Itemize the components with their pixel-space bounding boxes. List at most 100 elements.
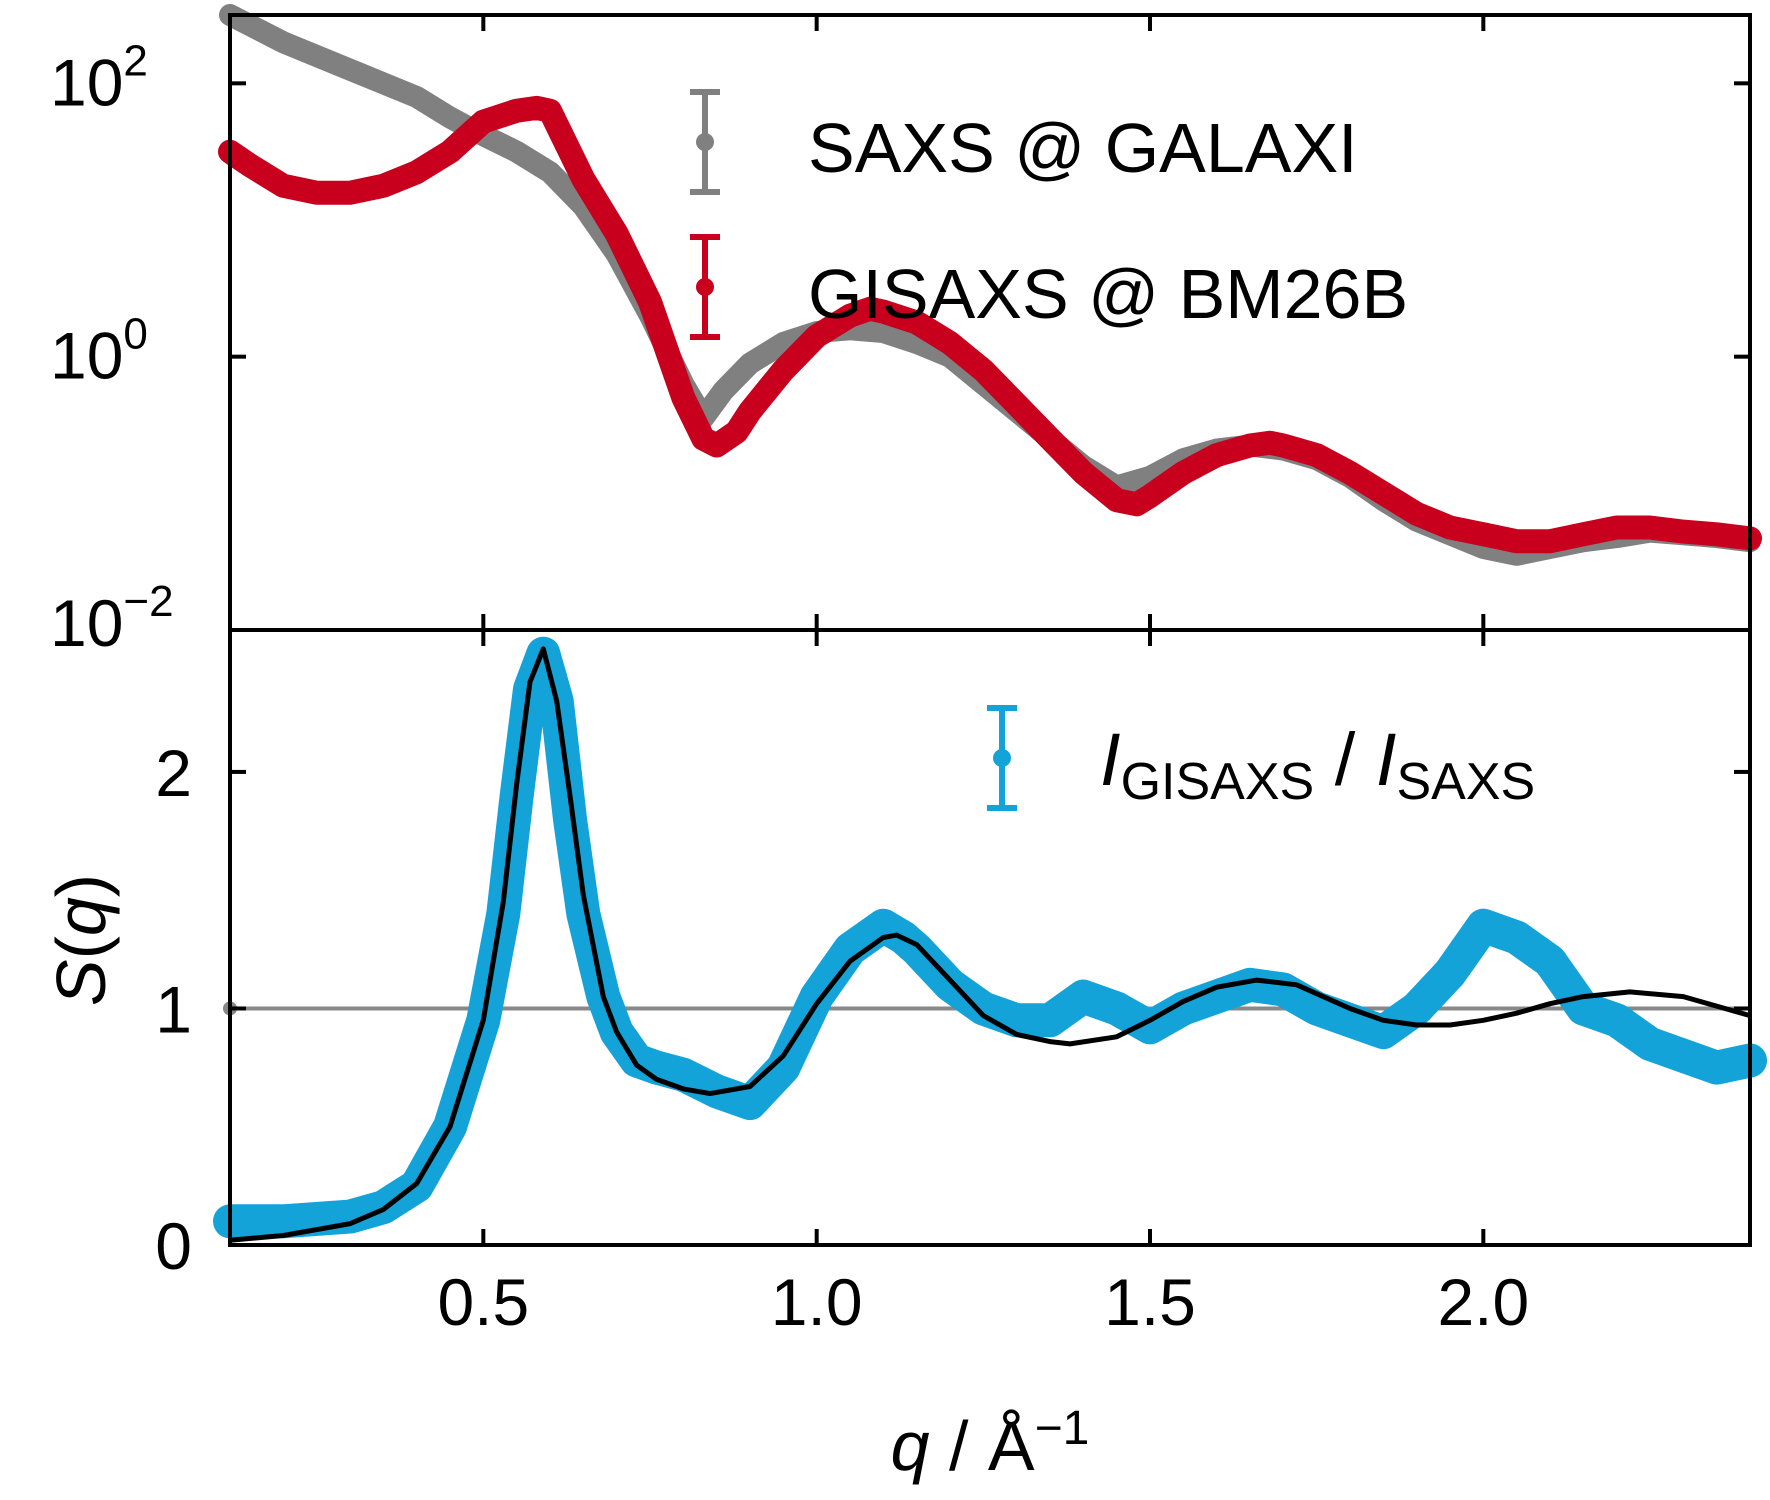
- x-tick-label: 2.0: [1437, 1265, 1529, 1339]
- ratio-series-point: [267, 1205, 299, 1237]
- gisaxs-series-point: [905, 311, 928, 334]
- gisaxs-series-point: [872, 300, 895, 323]
- x-tick-label: 0.5: [437, 1265, 529, 1339]
- gisaxs-series-point: [1439, 516, 1461, 539]
- gisaxs-series-point: [772, 359, 795, 382]
- gisaxs-series-point: [1139, 485, 1161, 508]
- ratio-series-point: [1267, 974, 1299, 1005]
- gisaxs-series-point: [1005, 393, 1028, 416]
- ratio-series-point: [1667, 1040, 1699, 1072]
- gisaxs-series-point: [472, 110, 495, 133]
- ratio-series-point: [1501, 922, 1533, 953]
- gisaxs-series-point: [1205, 444, 1228, 467]
- bottom-plot-frame: [228, 628, 1752, 1247]
- bottom-x-tick-labels: 0.5 1.0 1.5 2.0: [437, 1265, 1529, 1339]
- gisaxs-series-point: [1039, 427, 1061, 450]
- ratio-series-point: [1534, 945, 1566, 977]
- legend-ratio-main2: I: [1376, 718, 1397, 801]
- saxs-series-point: [406, 87, 427, 107]
- ratio-series-point: [734, 1087, 766, 1119]
- gisaxs-series-point: [972, 359, 995, 382]
- bottom-y-tick-labels: 0 1 2: [155, 736, 192, 1283]
- legend-label-saxs: SAXS @ GALAXI: [808, 109, 1358, 187]
- ratio-series-point: [1134, 1011, 1166, 1043]
- top-y-tick-labels: 102 100 10−2: [50, 36, 174, 660]
- gisaxs-series-point: [1239, 434, 1261, 457]
- saxs-series-point: [873, 322, 894, 343]
- gisaxs-series-point: [1672, 520, 1695, 543]
- saxs-series-point: [273, 32, 294, 53]
- legend-label-ratio: IGISAXS / ISAXS: [1100, 718, 1535, 811]
- gisaxs-series-point: [605, 222, 628, 245]
- gisaxs-series-point: [1372, 482, 1395, 505]
- y-tick-label: 102: [50, 36, 148, 119]
- gisaxs-series-point: [272, 174, 295, 197]
- ratio-series-point: [554, 803, 586, 835]
- y-tick-label: 100: [50, 310, 148, 393]
- gisaxs-series-point: [1105, 489, 1128, 512]
- gisaxs-series-point: [572, 168, 595, 190]
- gisaxs-series-point: [339, 181, 361, 204]
- bottom-ticks: [230, 630, 1750, 1247]
- gisaxs-series-point: [1172, 461, 1195, 484]
- gisaxs-series-point: [405, 161, 428, 184]
- gisaxs-series-point: [1505, 530, 1528, 553]
- gisaxs-series-point: [1072, 461, 1095, 484]
- gisaxs-series-point: [439, 140, 461, 163]
- top-panel: 102 100 10−2 SAXS @ GALAXI GISAXS @ BM26B: [50, 4, 1762, 660]
- legend-marker-gisaxs: [690, 234, 720, 340]
- gisaxs-series-point: [552, 127, 575, 149]
- bottom-data-layer: [213, 636, 1767, 1243]
- fit-line: [229, 646, 1751, 1243]
- legend-ratio-sub2: SAXS: [1396, 753, 1535, 811]
- gisaxs-series-point: [305, 181, 328, 204]
- gisaxs-series-point: [672, 386, 695, 409]
- saxs-series-point: [773, 333, 794, 353]
- gisaxs-series-point: [505, 99, 528, 122]
- ratio-series-point: [1067, 981, 1099, 1013]
- gisaxs-series-point: [1572, 523, 1595, 546]
- gisaxs-series-point: [1705, 523, 1728, 546]
- legend-marker-ratio: [987, 705, 1017, 811]
- legend-ratio-main1: I: [1100, 718, 1121, 801]
- gisaxs-series-point: [639, 291, 661, 313]
- ratio-series-point: [1634, 1028, 1666, 1060]
- y-axis-title: S(q): [42, 874, 120, 1006]
- gisaxs-series-point: [939, 332, 961, 354]
- x-axis-title: q / Å−1: [891, 1402, 1090, 1485]
- gisaxs-series-point: [1605, 516, 1628, 539]
- ratio-series-point: [1401, 993, 1433, 1024]
- ratio-series-point: [1601, 1004, 1633, 1036]
- saxs-series-point: [713, 380, 734, 401]
- ratio-series-point: [1234, 969, 1266, 1001]
- gisaxs-series-point: [705, 434, 728, 457]
- ratio-series-point: [801, 981, 833, 1013]
- saxs-series-point: [340, 59, 360, 80]
- gisaxs-series-point: [1405, 502, 1428, 525]
- ratio-series-point: [1467, 910, 1499, 942]
- saxs-series-point: [506, 141, 527, 162]
- top-data-layer: [218, 4, 1762, 566]
- gisaxs-series-point: [725, 420, 748, 443]
- gisaxs-series-point: [239, 154, 261, 177]
- top-legend: SAXS @ GALAXI GISAXS @ BM26B: [690, 89, 1408, 340]
- bottom-panel: 012 0.5 1.0 1.5 2.0 IGISAXS / ISAXS S(q) q …: [42, 628, 1767, 1485]
- gisaxs-series-point: [1472, 523, 1495, 546]
- ratio-series-point: [667, 1059, 699, 1091]
- ratio-series-point: [967, 993, 999, 1024]
- ratio-series-point: [1367, 1016, 1399, 1048]
- gisaxs-series-point: [1639, 516, 1661, 539]
- y-tick-label: 2: [155, 736, 192, 810]
- gisaxs-series-point: [805, 325, 828, 348]
- gisaxs-series-point: [372, 174, 395, 197]
- y-tick-label: 0: [155, 1209, 192, 1283]
- gisaxs-series-point: [539, 99, 561, 122]
- saxs-series-point: [440, 107, 460, 128]
- ratio-series-point: [1701, 1052, 1733, 1084]
- ratio-series-point: [1434, 957, 1466, 989]
- legend-ratio-sub1: GISAXS: [1121, 753, 1315, 811]
- ratio-series-point: [1301, 993, 1333, 1024]
- ratio-series-point: [1034, 1004, 1066, 1036]
- saxs-series-point: [540, 162, 560, 183]
